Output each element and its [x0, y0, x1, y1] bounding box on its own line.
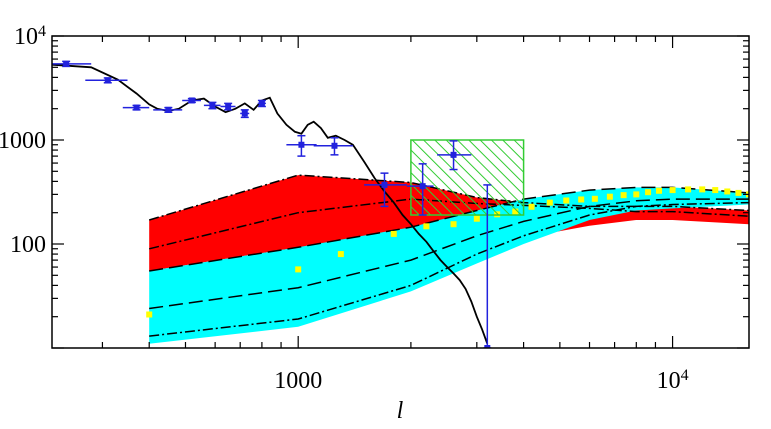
yellow-dot — [712, 187, 719, 194]
data-marker — [484, 345, 491, 348]
long-dash-line — [149, 198, 749, 310]
data-marker — [450, 151, 457, 158]
data-marker — [188, 97, 195, 104]
data-point — [220, 102, 236, 111]
data-point — [153, 106, 183, 113]
data-marker — [298, 141, 305, 148]
plot-frame — [51, 35, 750, 349]
cyan-band — [149, 187, 749, 344]
data-point — [85, 77, 128, 84]
yellow-dot — [735, 189, 742, 196]
yellow-dot — [390, 230, 397, 237]
data-marker — [241, 110, 248, 117]
data-marker — [133, 104, 140, 111]
data-marker — [63, 60, 70, 67]
data-marker — [381, 181, 388, 188]
yellow-dot — [450, 221, 457, 228]
data-point — [257, 99, 266, 108]
data-point — [483, 184, 492, 348]
data-marker — [104, 77, 111, 84]
yellow-dot — [295, 266, 302, 273]
yellow-dot — [685, 186, 692, 193]
data-point — [437, 140, 472, 171]
yellow-dot — [146, 311, 153, 318]
x-tick-label: 104 — [657, 367, 689, 395]
y-tick-label: 100 — [10, 232, 46, 258]
data-point — [52, 60, 92, 68]
data-marker — [165, 106, 172, 113]
data-marker — [258, 100, 265, 107]
plot-area — [52, 60, 749, 348]
data-point — [286, 134, 317, 157]
yellow-dot — [724, 188, 731, 195]
y-tick-label: 104 — [14, 23, 46, 51]
data-point — [122, 104, 150, 111]
yellow-dot — [473, 215, 480, 222]
yellow-dot — [606, 193, 613, 200]
data-marker — [225, 103, 232, 110]
yellow-dot — [699, 186, 706, 193]
yellow-dot — [669, 187, 676, 194]
data-point — [406, 163, 434, 216]
x-tick-label: 1000 — [274, 368, 322, 394]
data-point — [203, 101, 221, 110]
yellow-dot — [563, 197, 570, 204]
yellow-dot — [591, 195, 598, 202]
yellow-dot — [620, 192, 627, 199]
data-point — [182, 97, 201, 104]
yellow-dot — [423, 223, 430, 230]
yellow-dot — [337, 251, 344, 258]
data-marker — [419, 183, 426, 190]
cyan-dashdot-line — [149, 201, 749, 337]
yellow-dot — [546, 199, 553, 206]
yellow-dot — [656, 187, 663, 194]
hatched-box — [410, 139, 525, 216]
x-axis-label: l — [397, 398, 404, 424]
data-point — [313, 137, 353, 156]
yellow-dot — [528, 203, 535, 210]
data-marker — [209, 102, 216, 109]
yellow-dot — [633, 191, 640, 198]
yellow-dot — [645, 189, 652, 196]
data-point — [240, 109, 250, 119]
yellow-dot — [578, 196, 585, 203]
model-curve — [52, 63, 489, 345]
data-marker — [331, 142, 338, 149]
data-point — [364, 172, 407, 208]
y-tick-label: 1000 — [0, 128, 46, 154]
